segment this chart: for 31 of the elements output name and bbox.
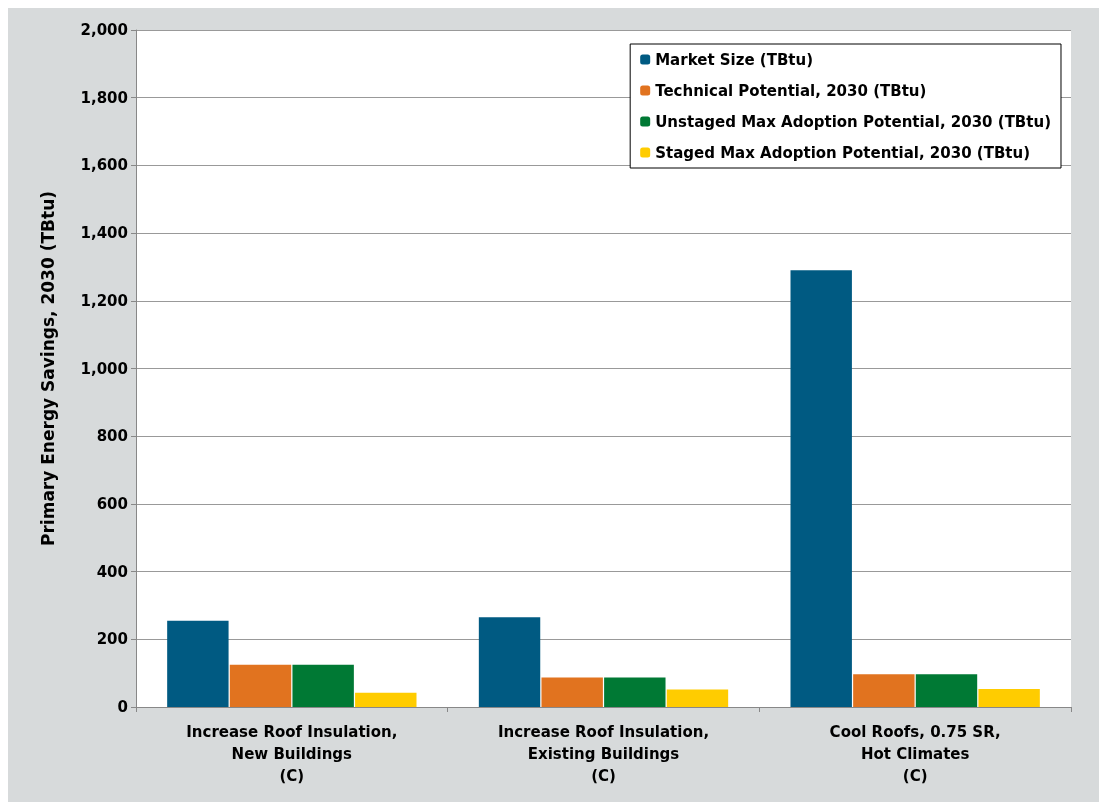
y-tick-label: 800 [96, 427, 128, 446]
y-tick-label: 600 [96, 494, 128, 513]
bar [229, 664, 292, 707]
legend-label: Market Size (TBtu) [655, 50, 814, 69]
y-tick-label: 1,800 [80, 88, 128, 107]
y-tick-label: 1,200 [80, 291, 128, 310]
legend-label: Technical Potential, 2030 (TBtu) [655, 81, 927, 100]
bar [790, 270, 852, 707]
y-tick-label: 400 [96, 562, 128, 581]
bar [853, 674, 915, 707]
bar [292, 664, 354, 707]
y-tick-label: 200 [96, 630, 128, 649]
bar [604, 677, 666, 707]
y-axis-title: Primary Energy Savings, 2030 (TBtu) [37, 191, 58, 546]
y-tick-label: 1,600 [80, 156, 128, 175]
x-tick-label: Increase Roof Insulation, Existing Buildings (C) [497, 723, 710, 785]
y-tick-label: 0 [117, 698, 128, 716]
bar [541, 677, 603, 707]
x-tick-label: Increase Roof Insulation, New Buildings (C) [186, 723, 398, 785]
y-tick-label: 2,000 [80, 21, 128, 39]
y-tick-label: 1,000 [80, 359, 128, 378]
bar [978, 689, 1040, 707]
x-tick-label: Cool Roofs, 0.75 SR, Hot Climates (C) [829, 723, 1001, 785]
bar [666, 689, 729, 707]
bar [478, 617, 541, 707]
bar [355, 692, 417, 707]
y-tick-label: 1,400 [80, 224, 128, 243]
bar [167, 620, 229, 707]
bar [915, 674, 978, 707]
legend-label: Staged Max Adoption Potential, 2030 (TBtu) [655, 143, 1031, 162]
legend-label: Unstaged Max Adoption Potential, 2030 (TBtu) [655, 112, 1052, 131]
